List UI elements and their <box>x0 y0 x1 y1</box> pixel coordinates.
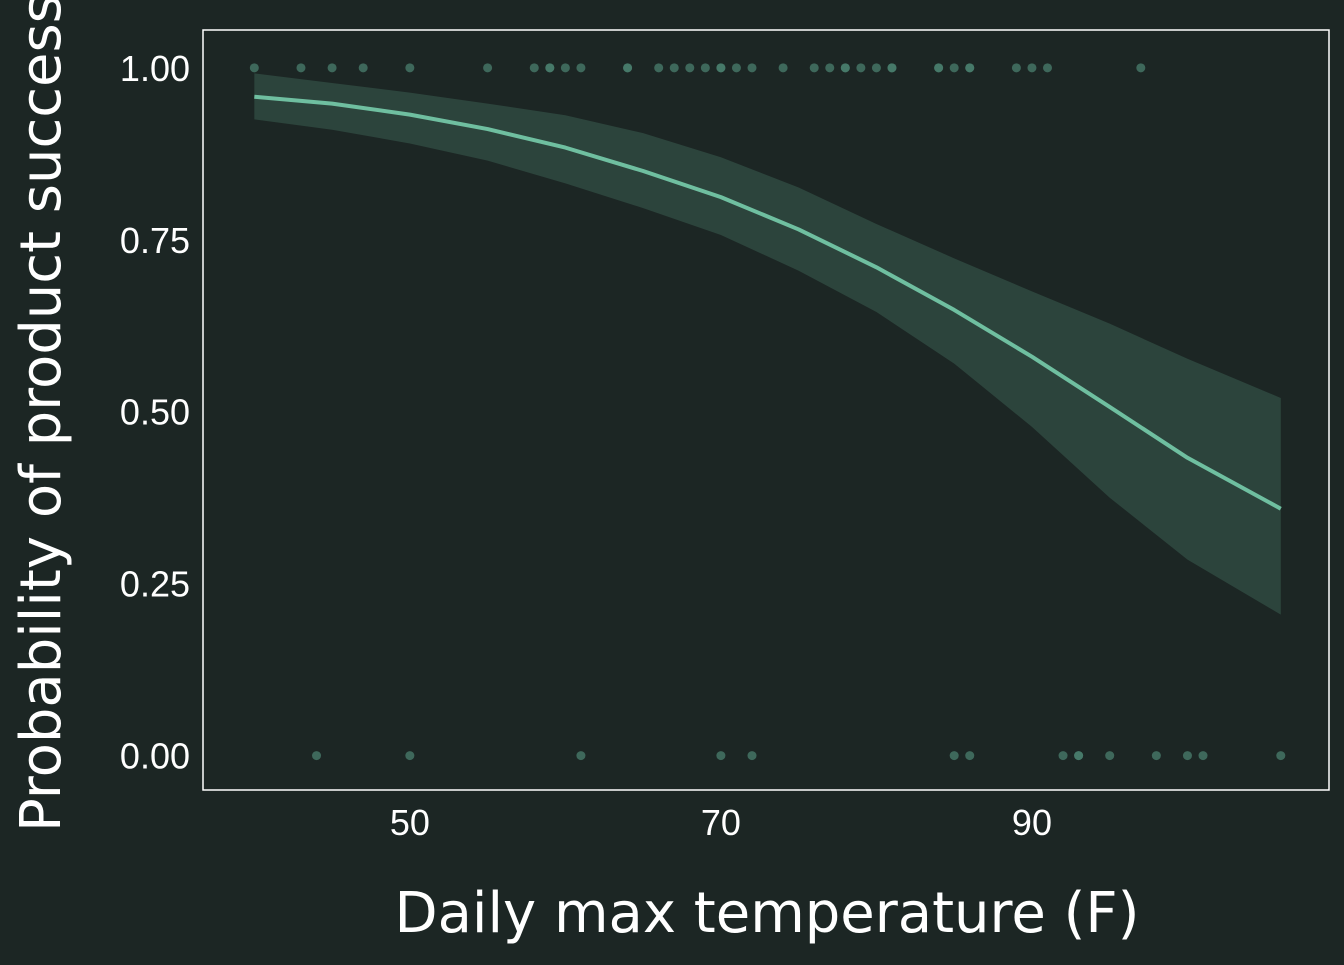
data-point <box>716 751 726 761</box>
x-tick-label: 50 <box>390 802 430 843</box>
x-tick-label: 90 <box>1012 802 1052 843</box>
data-points-layer <box>249 63 1286 761</box>
data-point <box>1058 751 1068 761</box>
data-point <box>716 63 726 73</box>
data-point <box>778 63 788 73</box>
data-point <box>327 63 337 73</box>
data-point <box>747 751 757 761</box>
data-point <box>1027 63 1037 73</box>
data-point <box>1136 63 1146 73</box>
y-tick-label: 0.50 <box>120 392 190 433</box>
data-point <box>545 63 555 73</box>
data-point <box>576 751 586 761</box>
data-point <box>934 63 944 73</box>
fitted-line-layer <box>254 94 1282 511</box>
data-point <box>405 63 415 73</box>
data-point <box>949 751 959 761</box>
data-point <box>871 63 881 73</box>
data-point <box>1105 751 1115 761</box>
data-point <box>685 63 695 73</box>
data-point <box>576 63 586 73</box>
data-point <box>483 63 493 73</box>
data-point <box>1043 63 1052 73</box>
y-axis-ticks: 0.00 0.25 0.50 0.75 1.00 <box>120 48 190 777</box>
data-point <box>1011 63 1021 73</box>
plot-panel-border <box>202 29 1330 791</box>
data-point <box>1151 751 1161 761</box>
data-point <box>1182 751 1192 761</box>
data-point <box>700 63 710 73</box>
data-point <box>731 63 741 73</box>
data-point <box>623 63 633 73</box>
data-point <box>1074 751 1084 761</box>
data-point <box>669 63 679 73</box>
data-point <box>296 63 306 73</box>
data-point <box>887 63 897 73</box>
y-axis-title: Probability of product success <box>9 0 74 832</box>
x-tick-label: 70 <box>701 802 741 843</box>
confidence-ribbon-layer <box>254 73 1281 615</box>
data-point <box>965 63 975 73</box>
y-tick-label: 0.75 <box>120 220 190 261</box>
data-point <box>358 63 368 73</box>
data-point <box>405 751 415 761</box>
x-axis-title: Daily max temperature (F) <box>394 881 1139 946</box>
data-point <box>949 63 959 73</box>
fitted-probability-line <box>254 94 1282 511</box>
data-point <box>840 63 850 73</box>
y-tick-label: 0.00 <box>120 736 190 777</box>
data-point <box>809 63 819 73</box>
y-tick-label: 1.00 <box>120 48 190 89</box>
confidence-ribbon <box>254 73 1281 615</box>
data-point <box>560 63 570 73</box>
data-point <box>312 751 322 761</box>
data-point <box>654 63 664 73</box>
data-point <box>1198 751 1208 761</box>
data-point <box>965 751 975 761</box>
data-point <box>856 63 866 73</box>
x-axis-ticks: 50 70 90 <box>390 802 1052 843</box>
data-point <box>1276 751 1286 761</box>
y-tick-label: 0.25 <box>120 564 190 605</box>
data-point <box>747 63 757 73</box>
data-point <box>249 63 259 73</box>
data-point <box>529 63 539 73</box>
data-point <box>825 63 835 73</box>
